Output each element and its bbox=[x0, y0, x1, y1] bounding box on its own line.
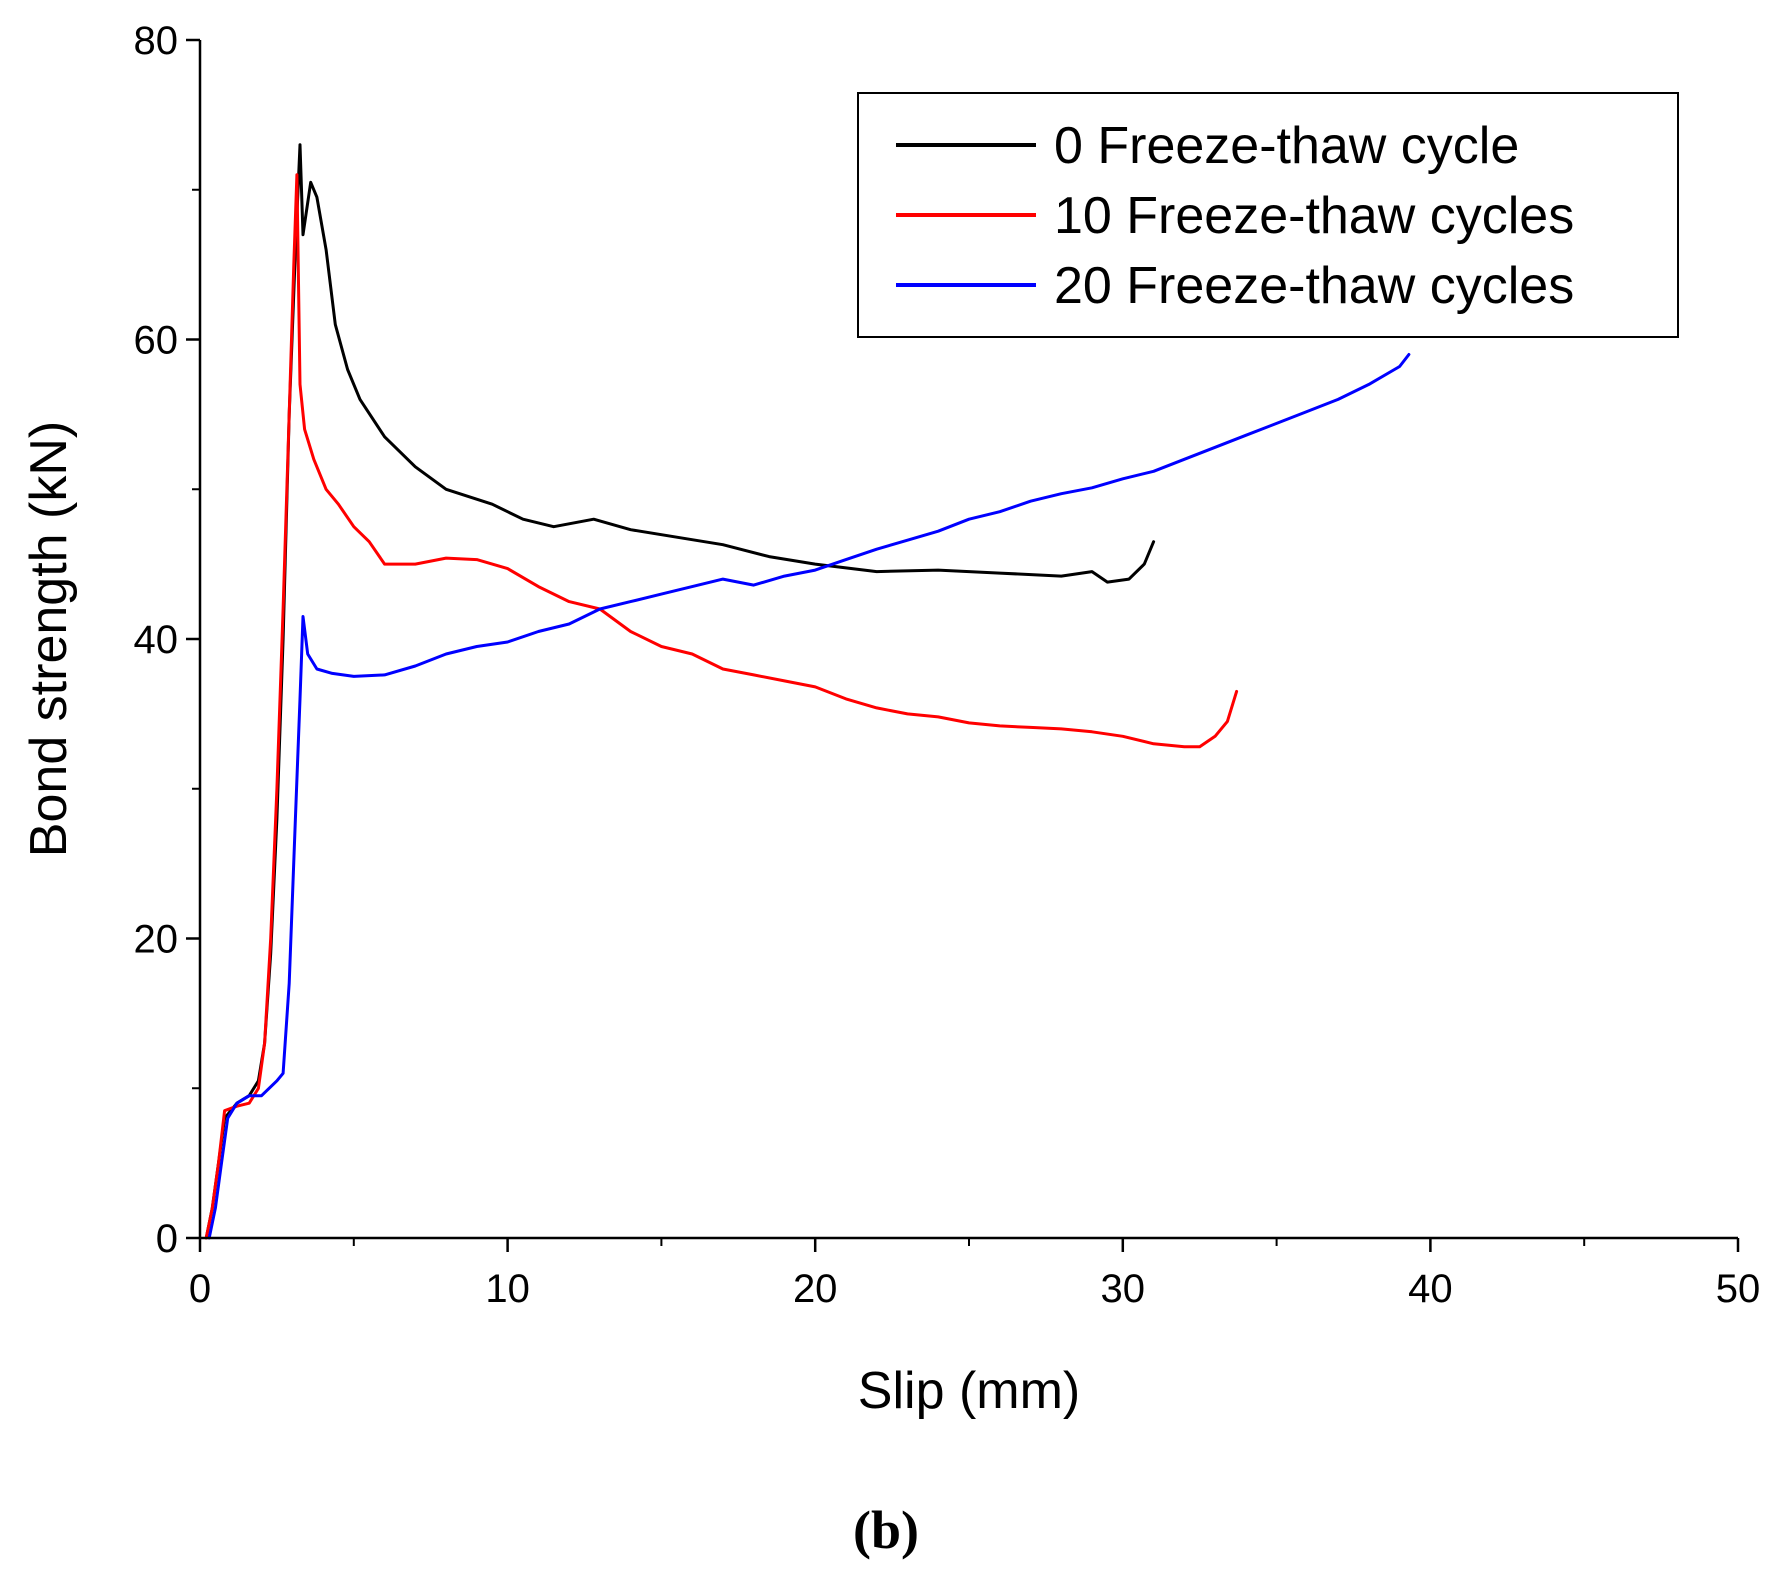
legend-label-1: 10 Freeze-thaw cycles bbox=[1054, 187, 1574, 245]
x-tick-label: 0 bbox=[189, 1267, 211, 1311]
y-tick-label: 60 bbox=[134, 319, 179, 363]
y-tick-label: 0 bbox=[156, 1217, 178, 1261]
x-tick-label: 30 bbox=[1101, 1267, 1146, 1311]
series-line-1 bbox=[204, 173, 1239, 1240]
series-layer bbox=[204, 143, 1411, 1240]
y-tick-label: 20 bbox=[134, 918, 179, 962]
x-tick-label: 20 bbox=[793, 1267, 838, 1311]
x-tick-label: 40 bbox=[1408, 1267, 1453, 1311]
y-tick-label: 80 bbox=[134, 19, 179, 63]
legend-label-0: 0 Freeze-thaw cycle bbox=[1054, 117, 1519, 175]
y-axis-title: Bond strength (kN) bbox=[20, 421, 78, 857]
legend-label-2: 20 Freeze-thaw cycles bbox=[1054, 257, 1574, 315]
panel-label: (b) bbox=[853, 1500, 919, 1560]
axes-layer: 0 10 20 30 40 50 0 20 40 60 80 bbox=[134, 19, 1761, 1311]
x-tick-label: 10 bbox=[485, 1267, 530, 1311]
x-tick-label: 50 bbox=[1716, 1267, 1761, 1311]
y-tick-label: 40 bbox=[134, 618, 179, 662]
x-axis-title: Slip (mm) bbox=[858, 1362, 1080, 1420]
series-line-2 bbox=[207, 353, 1411, 1240]
legend: 0 Freeze-thaw cycle 10 Freeze-thaw cycles… bbox=[857, 92, 1679, 338]
